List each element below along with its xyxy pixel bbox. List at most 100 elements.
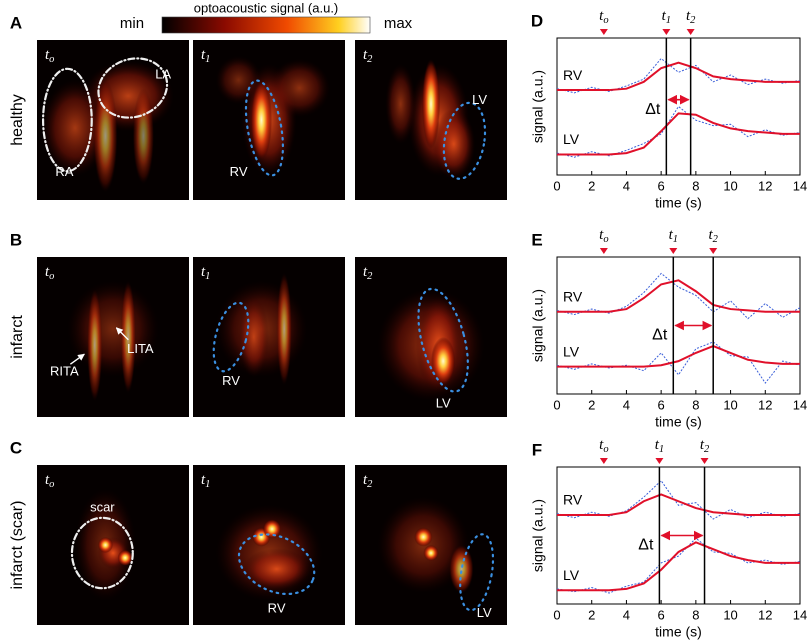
time-label-sub: o: [603, 15, 608, 26]
time-label-base: t: [599, 227, 604, 243]
image-time-sub: o: [49, 479, 54, 490]
colorbar-title: optoacoustic signal (a.u.): [194, 0, 339, 15]
heat-blob: [385, 64, 416, 144]
heat-blob: [87, 289, 103, 401]
image-time-base: t: [45, 47, 50, 63]
heat-blob: [120, 281, 136, 393]
colorbar-max: max: [384, 15, 413, 32]
series-label: LV: [563, 343, 580, 359]
heat-blob: [97, 537, 113, 553]
fit-curve: [557, 61, 800, 92]
region-outline: [70, 516, 134, 590]
time-label: t1: [662, 8, 671, 26]
heat-blob: [423, 545, 439, 561]
image-label: LV: [436, 396, 451, 411]
panel-letter: B: [10, 230, 22, 249]
x-tick-label: 2: [588, 397, 595, 412]
x-tick-label: 4: [623, 397, 630, 412]
x-tick-label: 6: [658, 607, 665, 622]
raw-trace: [556, 341, 801, 384]
x-tick-label: 14: [793, 607, 807, 622]
time-marker: [700, 458, 709, 464]
time-marker: [599, 458, 608, 464]
time-label: to: [599, 227, 608, 245]
heat-blob: [262, 519, 282, 539]
x-tick-label: 8: [692, 397, 699, 412]
time-label: t1: [669, 227, 678, 245]
time-label-sub: o: [603, 234, 608, 245]
time-label-sub: 2: [690, 15, 696, 26]
time-label-base: t: [686, 8, 691, 24]
time-label: to: [599, 437, 608, 455]
image-label: RV: [230, 164, 248, 179]
image-time-sub: 1: [205, 54, 210, 65]
x-tick-label: 2: [588, 607, 595, 622]
region-outline: [212, 301, 250, 373]
series-label: RV: [563, 492, 583, 508]
image-time-base: t: [201, 264, 206, 280]
heat-blob: [117, 549, 133, 566]
image-label: LV: [472, 92, 487, 107]
time-label-sub: o: [603, 444, 608, 455]
image-label: RV: [268, 600, 286, 615]
raw-trace: [556, 272, 801, 320]
x-tick-label: 4: [623, 178, 630, 193]
heat-blob: [132, 88, 155, 184]
image-label: RITA: [50, 364, 79, 379]
image-time-sub: 2: [367, 271, 373, 282]
pointer-arrow: [69, 353, 85, 365]
image-time: to: [45, 47, 54, 65]
y-axis-label: signal (a.u.): [530, 289, 546, 362]
colorbar: [161, 16, 371, 34]
heat-blob: [67, 281, 159, 377]
time-label-base: t: [662, 8, 667, 24]
series-label: LV: [563, 131, 580, 147]
time-marker: [655, 458, 664, 464]
x-tick-label: 8: [692, 607, 699, 622]
image-time: t2: [363, 472, 373, 490]
image-time-sub: 1: [205, 271, 210, 282]
region-outline: [41, 67, 93, 173]
time-marker: [686, 29, 695, 35]
time-label-base: t: [700, 437, 705, 453]
x-tick-label: 12: [758, 607, 772, 622]
region-outline: [244, 79, 284, 177]
image-time-base: t: [201, 472, 206, 488]
image-time-base: t: [363, 264, 368, 280]
time-label: t1: [655, 437, 664, 455]
time-label-sub: 2: [713, 234, 719, 245]
image-time-sub: 2: [367, 54, 373, 65]
delta-label: Δt: [645, 101, 661, 118]
fit-curve: [557, 112, 800, 156]
x-tick-label: 2: [588, 178, 595, 193]
time-marker: [599, 29, 608, 35]
heat-blob: [432, 108, 476, 180]
x-tick-label: 0: [553, 397, 560, 412]
heat-blob: [431, 337, 456, 385]
x-tick-label: 14: [793, 178, 807, 193]
image-label: LA: [155, 67, 171, 82]
x-tick-label: 10: [723, 607, 737, 622]
region-outline: [237, 533, 316, 596]
image-time-sub: o: [49, 271, 54, 282]
image-label: scar: [90, 500, 115, 515]
time-label-sub: 1: [659, 444, 664, 455]
image-time: t1: [201, 47, 210, 65]
time-label-base: t: [599, 8, 604, 24]
x-axis-label: time (s): [655, 624, 702, 640]
time-marker: [669, 248, 678, 254]
colorbar-min: min: [120, 15, 144, 32]
y-axis-label: signal (a.u.): [530, 499, 546, 572]
row-label: infarct: [9, 315, 26, 359]
x-tick-label: 6: [658, 397, 665, 412]
image-time-sub: 2: [367, 479, 373, 490]
image-time: to: [45, 472, 54, 490]
time-label-sub: 1: [673, 234, 678, 245]
fit-curve: [557, 344, 800, 368]
image-time-base: t: [363, 472, 368, 488]
image-time: t1: [201, 472, 210, 490]
x-axis-label: time (s): [655, 195, 702, 211]
heat-blob: [238, 297, 269, 377]
series-label: RV: [563, 67, 583, 83]
time-label-base: t: [669, 227, 674, 243]
